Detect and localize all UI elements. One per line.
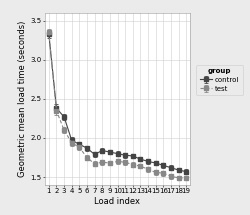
Legend: control, test: control, test: [196, 64, 243, 95]
Y-axis label: Geometric mean load time (seconds): Geometric mean load time (seconds): [18, 21, 28, 177]
X-axis label: Load index: Load index: [94, 197, 140, 206]
